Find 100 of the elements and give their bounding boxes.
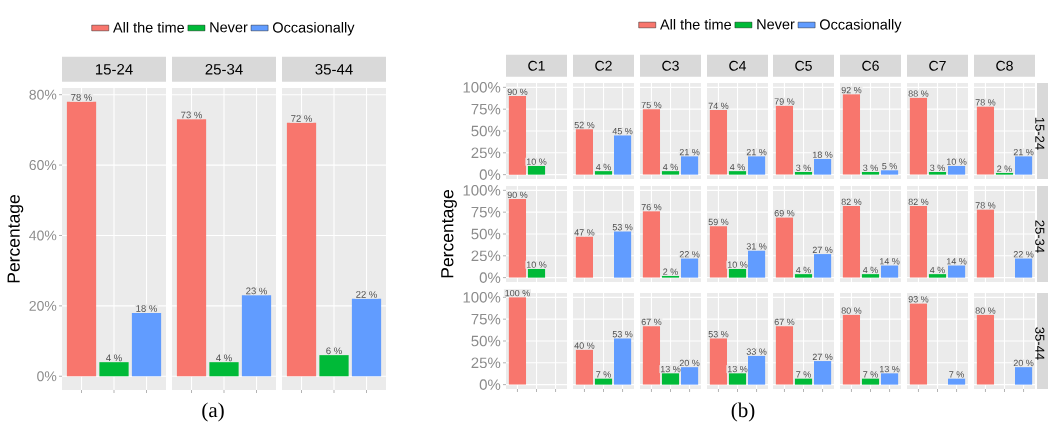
data-label: 7 %: [796, 371, 811, 378]
data-label: 82 %: [908, 198, 929, 206]
bar: [176, 119, 207, 377]
bar: [613, 135, 632, 175]
bar: [747, 250, 766, 278]
bar: [319, 355, 349, 377]
data-label: 82 %: [841, 198, 862, 206]
bar: [728, 373, 747, 385]
data-label: 3 %: [930, 164, 945, 172]
x-tick-label: C8: [996, 60, 1013, 71]
bar: [976, 106, 995, 175]
bar: [813, 158, 832, 175]
bar: [909, 303, 928, 385]
data-label: 10 %: [526, 158, 547, 165]
data-label: 22 %: [356, 291, 377, 298]
x-tick-label: 15-24: [95, 63, 133, 75]
data-label: 88 %: [908, 90, 929, 97]
bar: [286, 122, 317, 377]
bar: [241, 295, 272, 377]
bar: [527, 268, 546, 278]
bar: [613, 231, 632, 278]
data-label: 72 %: [291, 115, 312, 122]
x-tick-label: C2: [595, 60, 612, 71]
legend-label: All the time: [113, 21, 185, 33]
data-label: 47 %: [574, 229, 595, 236]
bar: [575, 349, 594, 385]
data-label: 27 %: [812, 353, 833, 361]
data-label: 33 %: [746, 348, 767, 355]
y-tick-label: 100%: [463, 82, 501, 93]
bar: [709, 226, 728, 278]
y-tick-label: 0%: [37, 371, 57, 382]
x-tick-label: C4: [729, 60, 747, 71]
data-label: 67 %: [774, 318, 795, 326]
data-label: 4 %: [795, 266, 811, 274]
y-tick-label: 75%: [471, 206, 501, 218]
data-label: 22 %: [1013, 251, 1034, 258]
text: (b): [731, 402, 755, 422]
data-label: 4 %: [662, 163, 678, 171]
data-label: 10 %: [947, 158, 967, 165]
bar: [642, 326, 661, 385]
bar: [66, 101, 97, 377]
x-tick-label: C3: [662, 60, 679, 71]
bar: [947, 165, 966, 175]
bar: [775, 326, 794, 385]
y-tick-label: 25%: [471, 147, 501, 159]
bar: [728, 268, 747, 278]
bar: [976, 209, 995, 278]
data-label: 10 %: [727, 261, 748, 268]
data-label: 4 %: [862, 266, 878, 274]
x-tick-label: C6: [862, 60, 879, 71]
data-label: 76 %: [641, 203, 662, 211]
data-label: 5 %: [882, 162, 897, 170]
legend-label: Never: [757, 19, 795, 30]
y-axis-title: Percentage: [7, 195, 24, 283]
data-label: 92 %: [841, 86, 862, 94]
bar: [794, 172, 813, 175]
legend-label: All the time: [660, 18, 732, 30]
data-label: 69 %: [774, 210, 795, 217]
bar: [909, 97, 928, 175]
y-tick-label: 25%: [471, 357, 501, 369]
data-label: 4 %: [729, 163, 745, 171]
bar: [661, 373, 680, 385]
bar: [575, 236, 594, 278]
bar: [976, 314, 995, 385]
y-tick-label: 75%: [471, 103, 501, 115]
bar: [527, 165, 546, 175]
bar: [680, 258, 699, 278]
data-label: 21 %: [1013, 148, 1034, 156]
data-label: 27 %: [812, 246, 833, 254]
legend-label: Never: [210, 22, 248, 33]
data-label: 22 %: [679, 251, 700, 258]
data-label: 7 %: [596, 371, 611, 378]
data-label: 7 %: [949, 371, 964, 378]
data-label: 7 %: [863, 371, 878, 378]
data-label: 4 %: [929, 266, 945, 274]
y-tick-label: 50%: [471, 335, 501, 347]
data-label: 14 %: [880, 258, 900, 265]
data-label: 13 %: [660, 365, 681, 373]
bar: [747, 156, 766, 175]
bar: [661, 171, 680, 175]
bar: [775, 217, 794, 278]
bar: [613, 338, 632, 385]
bar: [747, 355, 766, 385]
data-label: 2 %: [663, 268, 678, 275]
y-tick-label: 40%: [29, 230, 57, 241]
data-label: 21 %: [679, 148, 700, 156]
legend-label: Occasionally: [820, 18, 902, 33]
data-label: 90 %: [507, 88, 528, 96]
data-label: 53 %: [708, 330, 729, 338]
data-label: 14 %: [947, 258, 967, 265]
bar: [575, 129, 594, 175]
bar: [928, 274, 947, 278]
bar: [813, 254, 832, 278]
data-label: 53 %: [612, 223, 633, 231]
bar: [709, 110, 728, 175]
y2-axis-title: 25-34: [1035, 220, 1045, 253]
bar: [861, 274, 880, 278]
bar: [880, 373, 899, 385]
data-label: 2 %: [997, 165, 1012, 172]
bar: [794, 274, 813, 278]
